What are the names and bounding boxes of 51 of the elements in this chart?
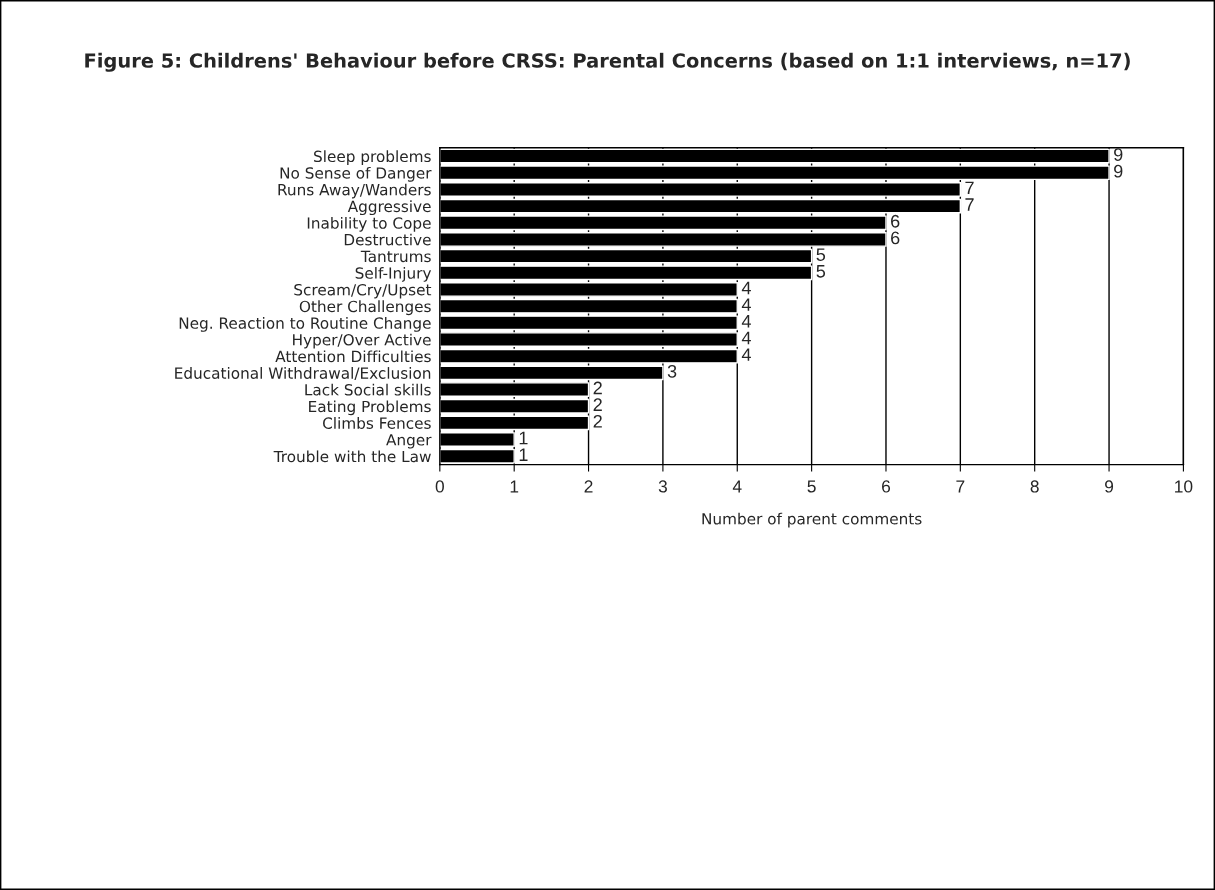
x-tick-label: 7 [956,480,965,493]
x-tick-label: 9 [1105,480,1114,493]
data-label: 2 [593,398,602,411]
y-tick-label: Destructive [344,233,431,246]
chart-title: Figure 5: Childrens' Behaviour before CRSS: Parental Concerns (based on 1:1 interviews, n=17) [85,52,1130,72]
y-tick-label: No Sense of Danger [280,166,432,182]
data-label: 1 [519,431,528,445]
y-tick-label: Runs Away/Wanders [278,183,431,199]
data-label: 6 [891,231,900,245]
y-tick-label: Anger [386,434,432,449]
y-tick-label: Lack Social skills [305,383,431,396]
data-label: 7 [965,181,974,195]
data-label: 3 [667,364,677,378]
y-tick-label: Neg. Reaction to Routine Change [179,317,431,332]
x-tick-label: 3 [658,480,667,493]
y-tick-label: Hyper/Over Active [293,333,431,349]
y-tick-label: Educational Withdrawal/Exclusion [175,367,431,381]
y-tick-label: Trouble with the Law [273,450,431,463]
data-label: 4 [741,298,751,311]
y-tick-label: Scream/Cry/Upset [294,283,432,299]
y-tick-label: Tantrums [360,250,431,263]
x-tick-label: 2 [584,480,593,493]
data-label: 9 [1114,164,1123,178]
y-tick-label: Climbs Fences [323,417,431,429]
data-label: 2 [593,381,602,395]
y-tick-label: Self-Injury [355,267,432,282]
y-tick-label: Aggressive [347,200,431,216]
data-label: 1 [519,448,528,461]
x-tick-label: 8 [1030,480,1039,493]
x-axis-title: Number of parent comments [702,512,922,528]
x-tick-label: 5 [807,480,816,493]
x-tick-label: 6 [882,480,891,493]
data-label: 4 [741,331,751,345]
y-tick-label: Sleep problems [314,150,431,166]
y-tick-label: Other Challenges [299,300,431,316]
data-label: 4 [741,315,751,328]
data-label: 5 [816,265,826,278]
data-label: 4 [741,348,751,361]
x-tick-label: 10 [1175,480,1193,493]
data-label: 4 [741,281,751,295]
data-label: 2 [593,414,602,428]
x-tick-label: 1 [510,480,519,493]
x-tick-label: 4 [732,480,742,493]
data-label: 9 [1114,148,1123,161]
data-label: 5 [816,248,826,261]
y-tick-label: Eating Problems [309,400,431,416]
y-tick-label: Inability to Cope [307,216,431,232]
data-label: 6 [891,214,900,228]
data-label: 7 [965,198,974,211]
x-tick-label: 0 [435,480,444,493]
y-tick-label: Attention Difficulties [275,350,431,363]
